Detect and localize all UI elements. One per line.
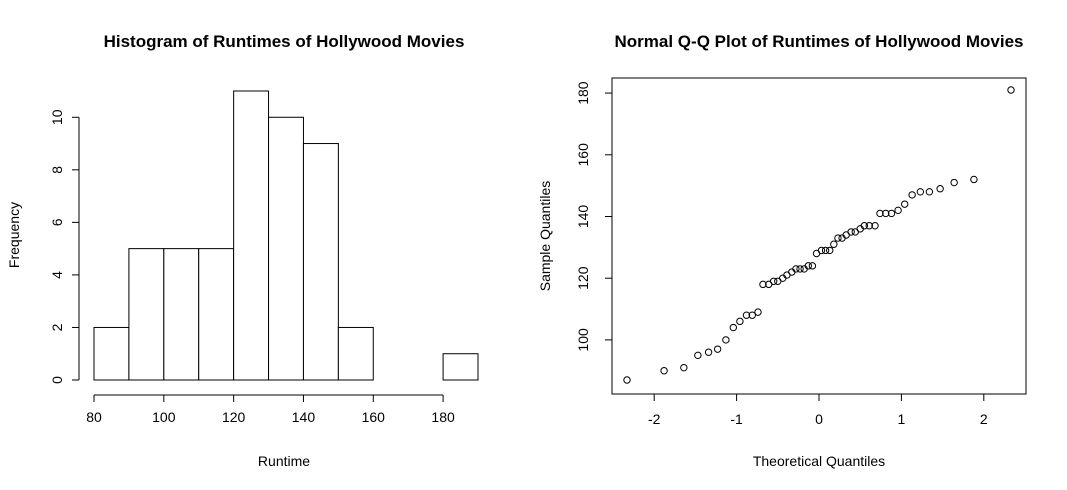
qq-point [887,209,896,218]
qq-point [792,265,800,273]
histogram-bar [93,326,130,381]
histogram-x-axis: 80 100 120 140 160 180 [86,394,455,425]
histogram-bar [233,90,270,381]
histogram-x-tick-label: 120 [222,409,246,425]
qq-point [748,311,756,319]
qq-y-label: Sample Quantiles [537,181,553,292]
histogram-bar [198,248,235,381]
qq-y-axis: 100 120 140 160 180 [575,81,612,352]
qq-panel: Normal Q-Q Plot of Runtimes of Hollywood… [537,32,1027,469]
qq-y-tick-label: 160 [575,143,591,167]
qq-point [871,222,879,230]
qq-point [865,222,873,230]
qq-point [830,240,838,248]
qq-x-tick-label: -1 [730,411,743,427]
qq-x-tick-label: 2 [980,411,988,427]
qq-point [950,178,958,187]
histogram-x-tick-label: 80 [86,409,102,425]
qq-point [796,265,804,273]
qq-point [925,188,934,196]
qq-point [704,348,713,356]
qq-point [817,246,826,255]
qq-x-tick-label: -2 [648,411,661,427]
histogram-x-label: Runtime [258,453,310,469]
qq-y-tick-label: 120 [575,266,591,290]
histogram-y-tick-label: 0 [49,376,65,384]
qq-x-axis: -2 -1 0 1 2 [648,394,988,427]
histogram-bar [163,248,200,381]
histogram-bar [128,248,165,381]
qq-point [876,209,884,218]
qq-point [834,234,842,242]
histogram-y-label: Frequency [6,202,22,268]
qq-point [882,209,890,218]
qq-point [900,200,909,208]
qq-points [623,86,1015,384]
histogram-y-tick-label: 10 [49,109,65,125]
qq-point [916,188,925,196]
qq-plot-frame [611,77,1027,395]
qq-point [821,246,830,255]
histogram-y-tick-label: 2 [49,323,65,331]
qq-point [860,222,869,230]
histogram-title: Histogram of Runtimes of Hollywood Movie… [104,32,465,51]
qq-point [894,206,902,215]
qq-point [1007,86,1015,94]
qq-point [936,185,944,193]
qq-point [729,323,738,332]
qq-x-label: Theoretical Quantiles [753,453,885,469]
qq-point [694,351,702,360]
histogram-panel: Histogram of Runtimes of Hollywood Movie… [6,32,479,469]
histogram-bar [442,353,479,381]
qq-point [804,262,812,270]
histogram-x-tick-label: 100 [152,409,176,425]
histogram-y-axis: 0 2 4 6 8 10 [49,109,80,384]
qq-point [908,191,916,199]
qq-point [970,175,978,184]
qq-y-tick-label: 180 [575,81,591,105]
histogram-bar [302,143,339,381]
qq-y-tick-label: 140 [575,205,591,229]
qq-point [759,280,767,289]
qq-point [754,308,762,316]
histogram-x-tick-label: 160 [362,409,386,425]
qq-x-tick-label: 1 [898,411,906,427]
histogram-y-tick-label: 8 [49,166,65,174]
qq-x-tick-label: 0 [815,411,823,427]
qq-point [769,277,778,285]
qq-point [713,345,722,353]
qq-point [660,367,668,375]
histogram-y-tick-label: 4 [49,271,65,279]
qq-point [736,317,744,326]
histogram-x-tick-label: 180 [431,409,455,425]
qq-title: Normal Q-Q Plot of Runtimes of Hollywood… [615,32,1024,51]
qq-point [680,363,688,372]
histogram-x-tick-label: 140 [292,409,316,425]
histogram-y-tick-label: 6 [49,218,65,226]
histogram-bar [268,116,304,381]
qq-point [808,262,817,270]
qq-point [826,246,834,255]
histogram-bars [93,90,479,381]
qq-point [847,228,855,236]
qq-point [742,311,751,319]
qq-y-tick-label: 100 [575,328,591,352]
qq-point [722,336,730,344]
histogram-bar [337,326,374,381]
qq-point [623,376,631,384]
